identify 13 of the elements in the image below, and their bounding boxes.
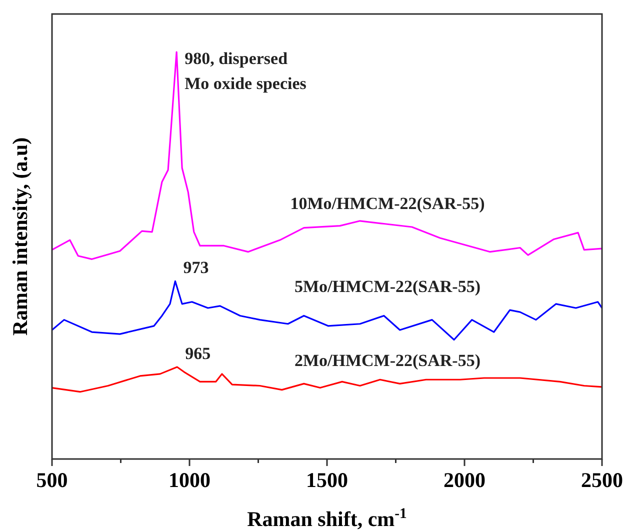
x-tick-label: 2500 xyxy=(581,468,623,492)
y-axis-title: Raman intensity, (a.u) xyxy=(8,137,32,336)
annotation: 973 xyxy=(183,258,209,278)
x-axis-title: Raman shift, cm$^{-1}$ xyxy=(247,506,407,530)
x-tick-label: 1500 xyxy=(306,468,348,492)
series-label: 10Mo/HMCM-22(SAR-55) xyxy=(290,194,485,213)
x-tick-label: 500 xyxy=(36,468,68,492)
x-tick-label: 2000 xyxy=(444,468,486,492)
annotation: 965 xyxy=(185,344,211,364)
series-label: 5Mo/HMCM-22(SAR-55) xyxy=(294,276,481,296)
series-label: 2Mo/HMCM-22(SAR-55) xyxy=(294,351,481,370)
annotation: 980, dispersed Mo oxide species xyxy=(184,49,307,93)
x-tick-label: 1000 xyxy=(168,468,210,492)
